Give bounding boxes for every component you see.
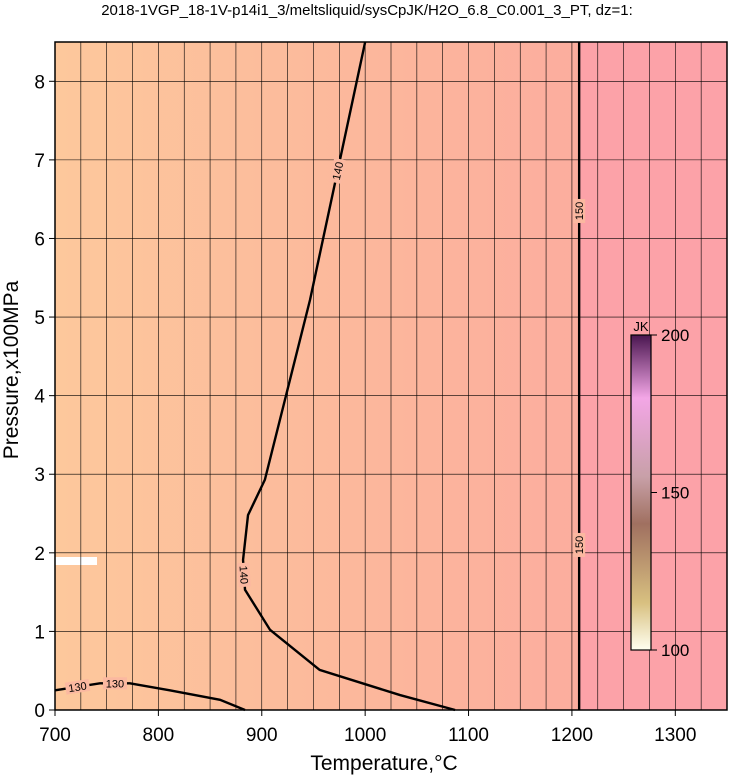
contour-label-bg bbox=[573, 198, 586, 223]
colorbar-label: JK bbox=[633, 319, 649, 334]
colorbar-tick-label: 150 bbox=[661, 484, 689, 503]
contour-label-bg bbox=[573, 532, 586, 557]
y-tick-label: 5 bbox=[34, 308, 45, 329]
colorbar-tick-label: 100 bbox=[661, 641, 689, 660]
y-tick-label: 8 bbox=[34, 72, 45, 93]
x-tick-label: 1000 bbox=[344, 725, 386, 746]
contour-label: 140 bbox=[236, 565, 249, 584]
contour-label-bg bbox=[329, 157, 346, 184]
contour-label: 130 bbox=[68, 680, 88, 695]
y-tick-label: 1 bbox=[34, 622, 45, 643]
contour-label: 130 bbox=[106, 678, 124, 690]
y-axis-label: Pressure,x100MPa bbox=[0, 280, 23, 459]
contour-label: 140 bbox=[331, 161, 347, 181]
x-tick-label: 1100 bbox=[448, 725, 489, 746]
contour-label-bg bbox=[64, 679, 91, 695]
x-tick-label: 700 bbox=[39, 725, 71, 746]
x-tick-label: 900 bbox=[246, 725, 278, 746]
plot-region bbox=[579, 42, 727, 710]
y-tick-label: 4 bbox=[34, 387, 45, 408]
contour-line bbox=[54, 682, 246, 712]
y-tick-label: 3 bbox=[34, 465, 45, 486]
contour-label-bg bbox=[102, 677, 127, 690]
x-tick-label: 800 bbox=[143, 725, 175, 746]
x-tick-label: 1300 bbox=[654, 725, 696, 746]
x-axis-label: Temperature,°C bbox=[310, 752, 457, 775]
plot-frame bbox=[54, 41, 728, 711]
y-tick-label: 6 bbox=[34, 229, 45, 250]
x-tick-label: 1200 bbox=[551, 725, 593, 746]
y-tick-label: 0 bbox=[34, 701, 45, 722]
colorbar-tick-label: 200 bbox=[661, 326, 689, 345]
y-tick-label: 7 bbox=[34, 151, 45, 172]
contour-label: 150 bbox=[574, 536, 586, 554]
contour-label-bg bbox=[237, 562, 251, 588]
chart-title: 2018-1VGP_18-1V-p14i1_3/meltsliquid/sysC… bbox=[101, 2, 633, 19]
blank-patch bbox=[55, 557, 97, 565]
y-tick-label: 2 bbox=[34, 544, 45, 565]
contour-label: 150 bbox=[574, 202, 586, 220]
colorbar bbox=[630, 334, 652, 651]
